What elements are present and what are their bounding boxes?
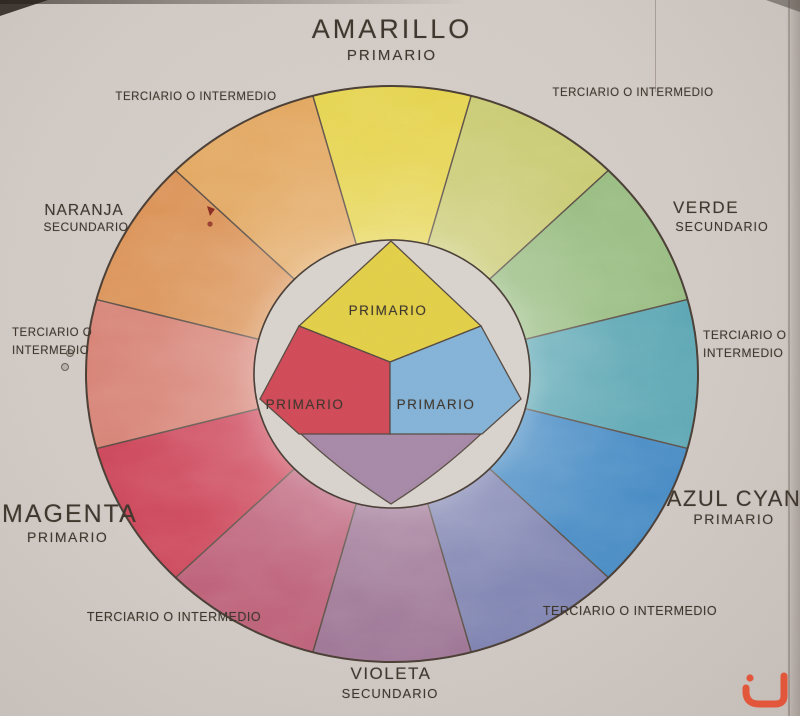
label-terciario-left-line1: TERCIARIO O xyxy=(12,327,93,339)
label-terciario-right-line2: INTERMEDIO xyxy=(703,346,784,360)
label-primario-amarillo: PRIMARIO xyxy=(348,303,428,318)
watermark-dot xyxy=(746,674,754,682)
label-primario-magenta: PRIMARIO xyxy=(265,397,345,412)
label-magenta-title: MAGENTA xyxy=(2,500,138,528)
label-terciario-top-right: TERCIARIO O INTERMEDIO xyxy=(552,87,714,99)
label-terciario-bottom-right: TERCIARIO O INTERMEDIO xyxy=(542,604,718,618)
label-naranja-subtitle: SECUNDARIO xyxy=(43,220,129,234)
label-primario-azul: PRIMARIO xyxy=(396,397,476,412)
label-violeta-subtitle: SECUNDARIO xyxy=(341,686,439,701)
label-naranja-title: NARANJA xyxy=(44,202,124,219)
label-verde-subtitle: SECUNDARIO xyxy=(675,220,769,234)
label-terciario-bottom-left: TERCIARIO O INTERMEDIO xyxy=(86,610,262,624)
paper-speck xyxy=(66,349,74,357)
label-verde-title: VERDE xyxy=(672,198,740,217)
label-terciario-right-line1: TERCIARIO O xyxy=(703,328,787,342)
label-azul-cyan-subtitle: PRIMARIO xyxy=(693,511,775,527)
label-terciario-left-line2: INTERMEDIO xyxy=(12,345,90,357)
label-violeta-title: VIOLETA xyxy=(350,664,432,683)
label-amarillo-title: AMARILLO xyxy=(311,14,473,44)
label-amarillo-subtitle: PRIMARIO xyxy=(346,47,438,64)
label-magenta-subtitle: PRIMARIO xyxy=(27,529,109,545)
watermark-stroke xyxy=(742,672,788,708)
label-terciario-top-left: TERCIARIO O INTERMEDIO xyxy=(115,91,277,103)
paper-speck xyxy=(61,363,69,371)
label-azul-cyan-title: AZUL CYAN xyxy=(666,486,800,511)
watermark-glyph xyxy=(742,672,788,708)
